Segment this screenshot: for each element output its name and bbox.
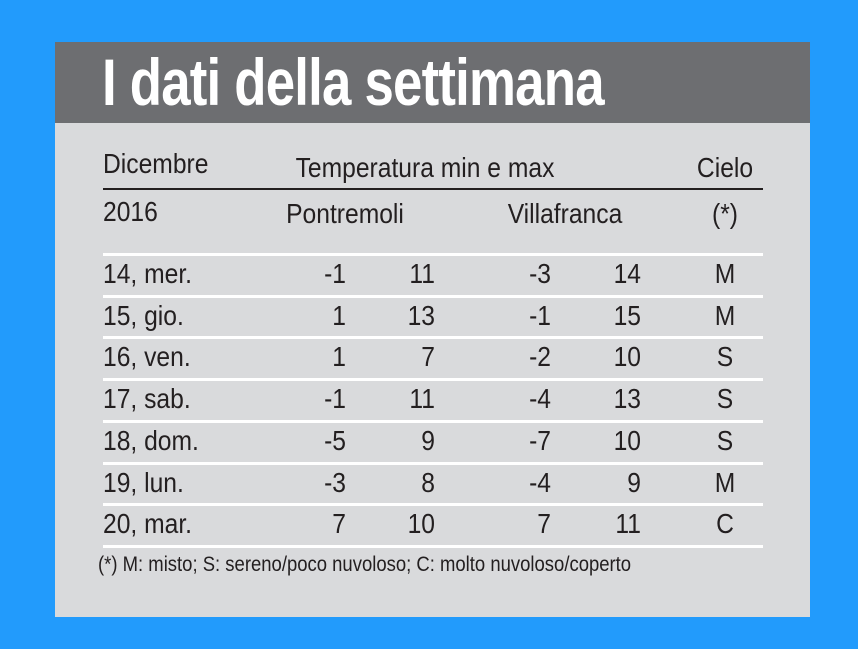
- header-divider: [103, 188, 763, 190]
- cell-pontremoli-max: 13: [407, 299, 435, 331]
- cell-villafranca-max: 10: [613, 424, 641, 456]
- cell-pontremoli-max: 11: [409, 258, 435, 289]
- row-divider: [103, 419, 763, 423]
- row-divider: [103, 253, 763, 256]
- row-divider: [103, 461, 763, 465]
- header-sky: Cielo: [696, 152, 754, 183]
- row-divider: [103, 544, 763, 548]
- cell-sky: M: [714, 258, 736, 289]
- cell-day: 20, mar.: [103, 508, 193, 540]
- cell-villafranca-max: 10: [613, 341, 641, 373]
- header-temperature: Temperatura min e max: [295, 152, 555, 183]
- cell-pontremoli-min: 1: [332, 299, 346, 331]
- cell-pontremoli-max: 8: [421, 466, 435, 498]
- title-bar: I dati della settimana: [55, 42, 810, 123]
- cell-pontremoli-min: -1: [324, 383, 346, 415]
- header-pontremoli: Pontremoli: [286, 198, 404, 229]
- cell-villafranca-max: 11: [615, 508, 641, 540]
- header-year: 2016: [103, 196, 158, 227]
- cell-pontremoli-min: -3: [324, 466, 346, 498]
- cell-villafranca-min: -4: [529, 383, 551, 415]
- cell-pontremoli-max: 9: [421, 424, 435, 456]
- cell-sky: S: [716, 383, 734, 415]
- cell-sky: M: [714, 299, 736, 331]
- cell-sky: S: [716, 341, 734, 373]
- cell-day: 15, gio.: [103, 299, 184, 331]
- cell-villafranca-max: 14: [613, 258, 641, 289]
- cell-day: 16, ven.: [103, 341, 191, 373]
- cell-pontremoli-max: 7: [421, 341, 435, 373]
- row-divider: [103, 378, 763, 382]
- header-villafranca: Villafranca: [507, 198, 623, 229]
- cell-sky: C: [716, 508, 734, 540]
- cell-pontremoli-min: -5: [324, 424, 346, 456]
- cell-pontremoli-min: 1: [332, 341, 346, 373]
- cell-day: 18, dom.: [103, 424, 199, 456]
- cell-villafranca-min: -3: [529, 258, 551, 289]
- cell-day: 19, lun.: [103, 466, 184, 498]
- cell-villafranca-max: 15: [613, 299, 641, 331]
- weather-table-panel: I dati della settimana Dicembre Temperat…: [55, 42, 810, 617]
- cell-sky: M: [714, 466, 736, 498]
- cell-villafranca-max: 9: [627, 466, 641, 498]
- cell-villafranca-max: 13: [613, 383, 641, 415]
- cell-pontremoli-max: 10: [407, 508, 435, 540]
- header-month: Dicembre: [103, 148, 209, 179]
- cell-villafranca-min: -4: [529, 466, 551, 498]
- cell-villafranca-min: -1: [529, 299, 551, 331]
- cell-villafranca-min: 7: [537, 508, 551, 540]
- footnote: (*) M: misto; S: sereno/poco nuvoloso; C…: [98, 553, 632, 576]
- cell-sky: S: [716, 424, 734, 456]
- row-divider: [103, 336, 763, 340]
- header-sky-note: (*): [711, 198, 738, 229]
- cell-day: 14, mer.: [103, 258, 193, 289]
- cell-day: 17, sab.: [103, 383, 191, 415]
- cell-pontremoli-min: -1: [324, 258, 346, 289]
- cell-villafranca-min: -7: [529, 424, 551, 456]
- cell-pontremoli-max: 11: [409, 383, 435, 415]
- cell-villafranca-min: -2: [529, 341, 551, 373]
- cell-pontremoli-min: 7: [332, 508, 346, 540]
- page-title: I dati della settimana: [102, 45, 605, 119]
- row-divider: [103, 294, 763, 298]
- row-divider: [103, 503, 763, 507]
